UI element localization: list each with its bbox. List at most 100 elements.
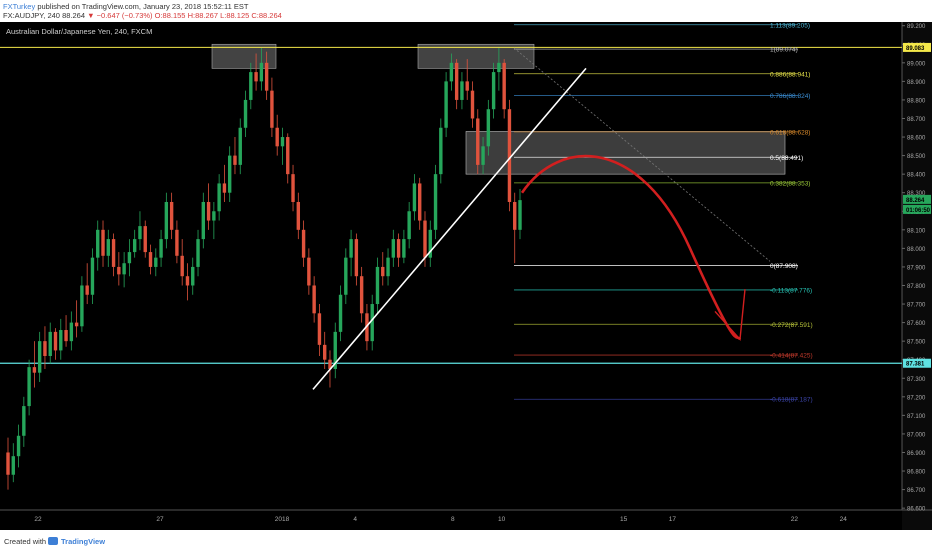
price-tag — [903, 42, 931, 52]
candle-body — [132, 239, 137, 253]
candle-body — [143, 226, 147, 253]
ascending-trendline — [312, 67, 587, 390]
tradingview-logo-icon — [48, 537, 58, 545]
x-tick-label: 4 — [353, 516, 357, 523]
y-tick-label: 88.400 — [907, 173, 926, 179]
y-tick-label: 87.900 — [907, 265, 926, 271]
price-tag-label: 88.264 — [906, 198, 925, 204]
candle-body — [412, 183, 417, 212]
candle-body — [154, 257, 158, 267]
y-tick-label: 86.700 — [907, 488, 926, 494]
fib-level-label: 0.786(88.824) — [770, 93, 810, 100]
candle-body — [127, 252, 132, 264]
y-tick-label: 89.000 — [907, 61, 926, 67]
y-tick-label: 88.600 — [907, 136, 926, 142]
candle-body — [106, 239, 110, 256]
projection-arrow-path — [520, 154, 742, 341]
price-tag — [903, 358, 931, 368]
author-link[interactable]: FXTurkey — [3, 2, 36, 11]
candle-body — [59, 330, 63, 351]
fib-level-label: -0.618(87.187) — [770, 397, 813, 404]
candle-body — [22, 406, 26, 436]
candle-body — [439, 127, 443, 175]
y-tick-label: 88.800 — [907, 98, 926, 104]
candle-body — [159, 239, 163, 258]
candle-body — [122, 263, 126, 275]
candle-body — [312, 285, 316, 314]
x-tick-label: 22 — [791, 516, 799, 523]
candle-body — [101, 229, 105, 256]
candle-body — [296, 201, 301, 230]
y-tick-label: 88.300 — [907, 191, 926, 197]
candle-body — [391, 239, 396, 258]
candle-body — [217, 183, 221, 212]
x-tick-label: 8 — [451, 516, 455, 523]
candle-body — [307, 257, 311, 286]
price-scale — [902, 22, 932, 530]
y-tick-label: 87.700 — [907, 303, 926, 309]
candle-body — [64, 330, 68, 342]
candle-body — [148, 252, 153, 267]
price-change: −0.647 (−0.73%) — [96, 11, 153, 20]
candle-body — [191, 266, 195, 286]
candle-body — [402, 239, 406, 258]
candle-body — [164, 201, 169, 240]
candle-body — [481, 146, 485, 165]
candle-body — [428, 229, 432, 258]
candle-body — [212, 211, 216, 221]
chart-area[interactable]: 89.20089.10089.00088.90088.80088.70088.6… — [0, 22, 932, 530]
footer: Created with TradingView — [0, 535, 932, 550]
price-tag — [903, 194, 931, 204]
candle-body — [280, 137, 285, 147]
candle-body — [11, 456, 15, 475]
tradingview-brand[interactable]: TradingView — [61, 537, 106, 546]
candle-body — [32, 367, 37, 373]
candle-body — [507, 109, 512, 202]
candle-body — [470, 90, 475, 119]
fib-level-label: -0.272(87.591) — [770, 322, 813, 329]
y-tick-label: 87.000 — [907, 432, 926, 438]
y-tick-label: 87.300 — [907, 377, 926, 383]
created-with-label: Created with — [4, 537, 47, 546]
candle-body — [513, 201, 517, 230]
x-tick-label: 22 — [34, 516, 42, 523]
fib-level-label: 0.618(88.628) — [770, 129, 810, 136]
y-tick-label: 86.600 — [907, 507, 926, 513]
candle-body — [169, 201, 174, 230]
candle-body — [201, 201, 205, 240]
candle-body — [264, 62, 269, 91]
candle-body — [323, 344, 327, 360]
fib-level-label: 0.382(88.353) — [770, 180, 810, 187]
price-tag-label: 89.083 — [906, 46, 925, 52]
y-tick-label: 88.100 — [907, 228, 926, 234]
candle-body — [175, 229, 179, 256]
candle-body — [48, 331, 52, 356]
x-tick-label: 15 — [620, 516, 628, 523]
candle-body — [449, 62, 454, 82]
candle-body — [85, 285, 89, 295]
y-tick-label: 88.900 — [907, 80, 926, 86]
y-tick-label: 88.000 — [907, 247, 926, 253]
fib-level-label: -0.113(87.776) — [770, 287, 812, 294]
candle-body — [370, 304, 374, 342]
candle-body — [259, 62, 264, 82]
y-tick-label: 87.500 — [907, 340, 926, 346]
candle-body — [16, 435, 21, 457]
candle-body — [433, 174, 438, 230]
x-tick-label: 17 — [669, 516, 677, 523]
candle-body — [291, 174, 295, 202]
candle-body — [444, 81, 448, 128]
projection-arrowhead-icon — [714, 289, 746, 341]
price-chart[interactable]: 89.20089.10089.00088.90088.80088.70088.6… — [0, 22, 932, 530]
y-tick-label: 86.800 — [907, 470, 926, 476]
candle-body — [117, 266, 121, 275]
y-tick-label: 88.500 — [907, 154, 926, 160]
candle-body — [502, 62, 506, 110]
candle-body — [27, 367, 31, 407]
fib-level-label: 0(87.908) — [770, 263, 798, 270]
candle-body — [96, 229, 100, 258]
candle-body — [138, 226, 142, 240]
y-tick-label: 88.700 — [907, 117, 926, 123]
price-tag — [903, 204, 931, 214]
candle-body — [196, 239, 200, 267]
